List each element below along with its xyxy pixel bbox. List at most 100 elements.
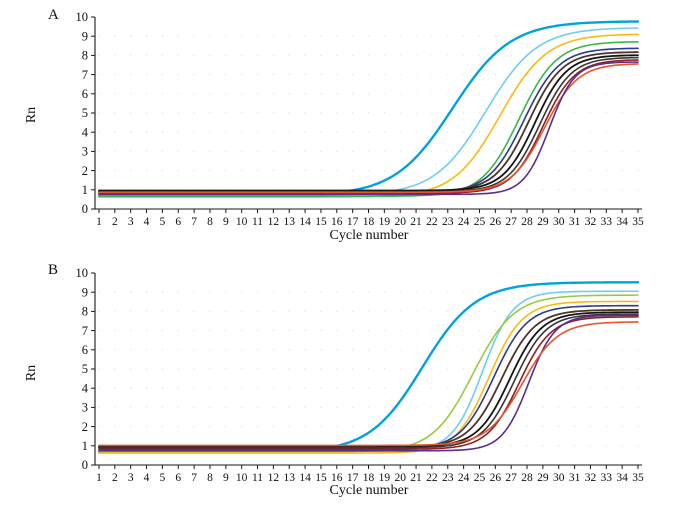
svg-text:8: 8 [207,216,213,228]
svg-text:6: 6 [82,343,88,357]
svg-text:16: 16 [331,216,343,228]
svg-text:17: 17 [347,216,359,228]
series-black [98,311,639,448]
svg-text:20: 20 [394,472,406,484]
panel-b-label: B [48,262,59,278]
svg-text:27: 27 [505,216,517,228]
svg-text:2: 2 [82,164,88,178]
svg-text:16: 16 [331,472,343,484]
svg-text:5: 5 [160,216,166,228]
svg-text:12: 12 [268,472,280,484]
svg-text:7: 7 [82,68,88,82]
svg-text:20: 20 [394,216,406,228]
panel-b-x-axis-label: Cycle number [329,483,409,498]
svg-text:3: 3 [128,216,134,228]
x-axis-ticks: 1 2 3 4 5 6 7 8 9 10 11 12 13 14 15 16 17 18 19 20 21 22 23 24 2… [96,209,644,228]
series-green [98,41,639,198]
svg-text:15: 15 [315,216,327,228]
svg-text:9: 9 [82,29,88,43]
svg-text:31: 31 [569,472,581,484]
svg-text:32: 32 [585,216,597,228]
svg-text:30: 30 [553,472,565,484]
svg-text:5: 5 [82,106,88,120]
svg-text:2: 2 [112,216,118,228]
svg-text:4: 4 [82,381,89,395]
series-orange-red [98,321,639,447]
series-orange-red [98,63,639,194]
svg-text:8: 8 [82,49,88,63]
svg-text:3: 3 [82,401,88,415]
svg-text:3: 3 [82,145,88,159]
svg-text:25: 25 [474,216,486,228]
svg-text:32: 32 [585,472,597,484]
panel-a-x-axis-label: Cycle number [329,228,409,243]
svg-text:28: 28 [521,216,533,228]
svg-text:10: 10 [236,216,248,228]
svg-text:4: 4 [82,125,89,139]
svg-text:2: 2 [82,420,88,434]
svg-text:23: 23 [442,216,454,228]
svg-text:7: 7 [82,324,88,338]
svg-text:29: 29 [537,472,549,484]
svg-text:8: 8 [82,305,88,319]
svg-text:10: 10 [236,472,248,484]
svg-text:35: 35 [632,472,644,484]
svg-text:26: 26 [490,472,502,484]
svg-text:23: 23 [442,472,454,484]
series-purple [98,61,639,196]
svg-text:31: 31 [569,216,581,228]
svg-text:8: 8 [207,472,213,484]
svg-text:17: 17 [347,472,359,484]
svg-text:19: 19 [379,472,391,484]
svg-text:7: 7 [191,472,197,484]
amplification-curves [97,281,640,454]
series-dark-red [98,59,639,195]
svg-text:6: 6 [175,472,181,484]
svg-text:4: 4 [144,216,150,228]
series-dark-gray [98,313,639,449]
svg-text:1: 1 [96,216,102,228]
x-axis-ticks: 1 2 3 4 5 6 7 8 9 10 11 12 13 14 15 16 17 18 19 20 21 22 23 24 2… [96,465,644,484]
svg-text:22: 22 [426,472,438,484]
svg-text:18: 18 [363,472,375,484]
svg-text:30: 30 [553,216,565,228]
svg-text:21: 21 [410,472,422,484]
svg-text:18: 18 [363,216,375,228]
svg-text:13: 13 [283,216,295,228]
svg-text:25: 25 [474,472,486,484]
y-axis-ticks: 0 1 2 3 4 5 6 7 8 9 10 [76,10,95,216]
svg-text:1: 1 [82,439,88,453]
series-gold [98,300,639,454]
svg-text:34: 34 [616,472,628,484]
series-black [98,54,639,192]
svg-text:5: 5 [160,472,166,484]
svg-text:2: 2 [112,472,118,484]
svg-text:24: 24 [458,472,470,484]
svg-text:33: 33 [601,472,613,484]
svg-text:24: 24 [458,216,470,228]
svg-text:34: 34 [616,216,628,228]
series-dark-red [98,316,639,451]
svg-text:9: 9 [82,285,88,299]
svg-text:9: 9 [223,472,229,484]
panel-a-label: A [48,7,59,23]
svg-text:6: 6 [82,87,88,101]
svg-text:14: 14 [299,216,311,228]
svg-text:9: 9 [223,216,229,228]
svg-text:22: 22 [426,216,438,228]
svg-text:4: 4 [144,472,150,484]
svg-text:19: 19 [379,216,391,228]
svg-text:26: 26 [490,216,502,228]
svg-text:12: 12 [268,216,280,228]
svg-text:29: 29 [537,216,549,228]
svg-text:1: 1 [82,183,88,197]
svg-text:27: 27 [505,472,517,484]
svg-text:10: 10 [76,266,89,280]
svg-text:28: 28 [521,472,533,484]
svg-text:14: 14 [299,472,311,484]
svg-text:1: 1 [96,472,102,484]
svg-text:13: 13 [283,472,295,484]
svg-text:15: 15 [315,472,327,484]
